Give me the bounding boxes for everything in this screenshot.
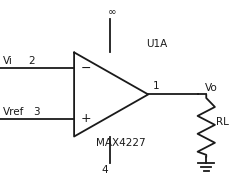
Text: MAX4227: MAX4227 — [96, 138, 146, 148]
Text: 1: 1 — [153, 81, 160, 91]
Text: 3: 3 — [33, 107, 40, 117]
Text: Vref: Vref — [2, 107, 24, 117]
Text: Vi: Vi — [2, 56, 12, 66]
Text: 4: 4 — [101, 165, 108, 174]
Text: −: − — [80, 62, 91, 75]
Text: Vo: Vo — [205, 83, 218, 93]
Text: +: + — [80, 112, 91, 125]
Text: ∞: ∞ — [108, 7, 117, 17]
Text: RL: RL — [216, 117, 229, 127]
Text: U1A: U1A — [146, 39, 167, 49]
Text: 2: 2 — [28, 56, 35, 66]
